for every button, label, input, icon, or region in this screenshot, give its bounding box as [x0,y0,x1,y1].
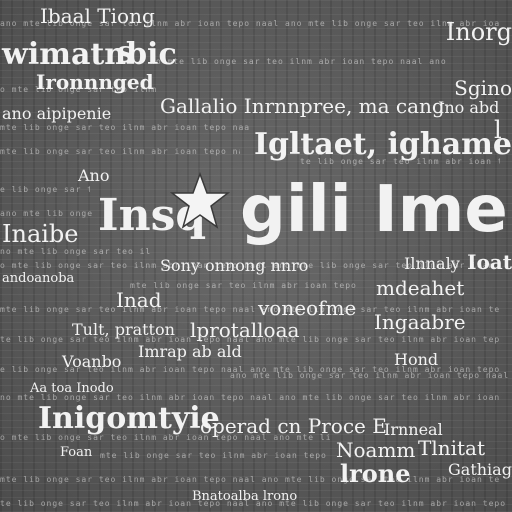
collage-word: Hond [394,350,439,369]
texture-row: mte lib onge sar teo ilnm abr ioan tepo … [0,124,250,132]
collage-word: operad cn Proce E [200,414,387,438]
collage-word: l [494,116,502,144]
texture-row: o mte lib onge sar teo ilnm abr ioan tep… [0,434,330,442]
collage-word: Inaibe [2,220,79,248]
texture-row: no mte lib onge sar teo ilnm abr ioan te… [0,248,150,256]
collage-word: Bnatoalba lrono [192,489,298,504]
collage-word: Ingaabre [374,310,466,334]
collage-word: gili Ime [240,173,508,247]
collage-word: Inigomtyie [38,401,220,436]
texture-row: ano mte lib onge sar teo ilnm abr ioan t… [0,210,95,218]
collage-word: Foan [60,445,93,460]
collage-word: voneofme [258,296,357,320]
texture-row: e lib onge sar teo ilnm abr ioan tepo na… [0,366,500,374]
texture-row: no mte lib onge sar teo ilnm abr ioan te… [150,58,450,66]
collage-word: Inorg [445,18,512,46]
texture-row: mte lib onge sar teo ilnm abr ioan tepo … [100,452,330,460]
collage-word: mdeahet [376,276,465,300]
collage-word: Gathiag [448,460,512,479]
collage-word: lrone [340,459,411,488]
collage-word: Tult, pratton [72,320,175,339]
collage-word: Aa toa Inodo [30,381,114,396]
collage-word: Gallalio Inrnnpree, ma cang [160,94,445,118]
collage-word: andoanoba [2,271,75,286]
collage-word: Sony onnong nnro [160,256,309,275]
texture-row: o mte lib onge sar teo ilnm abr ioan tep… [0,86,160,94]
collage-word: s [117,35,134,70]
texture-row: e lib onge sar teo ilnm abr ioan tepo na… [0,186,90,194]
collage-word: lprotalloaa [190,318,300,342]
collage-word: Imrap ab ald [138,342,242,361]
collage-word: Ironnnged [36,70,154,94]
collage-word: wimatnbic [2,37,177,72]
texture-row: ano mte lib onge sar teo ilnm abr ioan t… [0,20,500,28]
collage-word: Noamm [336,438,416,462]
texture-row: mte lib onge sar teo ilnm abr ioan tepo … [0,476,500,484]
collage-word: Sgino [454,76,512,100]
collage-word: ano aipipenie [2,104,112,123]
collage-word: Tlnitat [418,436,486,460]
texture-row: te lib onge sar teo ilnm abr ioan tepo n… [0,336,500,344]
collage-word: Ano [78,166,110,185]
texture-row: te lib onge sar teo ilnm abr ioan tepo n… [0,500,512,508]
collage-word: Ioat [467,250,512,274]
texture-row: mte lib onge sar teo ilnm abr ioan tepo … [130,282,360,290]
texture-row: mte lib onge sar teo ilnm abr ioan tepo … [0,306,500,314]
texture-row: o mte lib onge sar teo ilnm abr ioan tep… [0,262,500,270]
collage-word: Ino abd [438,98,500,117]
collage-word: Voanbo [62,352,122,371]
collage-word: Ibaal Tiong [40,4,155,28]
collage-word: Igltaet, ighame [254,127,512,162]
star-shape [170,172,230,229]
texture-row: te lib onge sar teo ilnm abr ioan tepo n… [300,158,500,166]
texture-row: ano mte lib onge sar teo ilnm abr ioan t… [230,372,510,380]
collage-word: Ilnnaly [404,254,460,273]
collage-word: Irnneal [384,420,443,439]
texture-row: mte lib onge sar teo ilnm abr ioan tepo … [0,148,240,156]
collage-word: Inad [116,288,162,312]
texture-row: no mte lib onge sar teo ilnm abr ioan te… [0,394,500,402]
